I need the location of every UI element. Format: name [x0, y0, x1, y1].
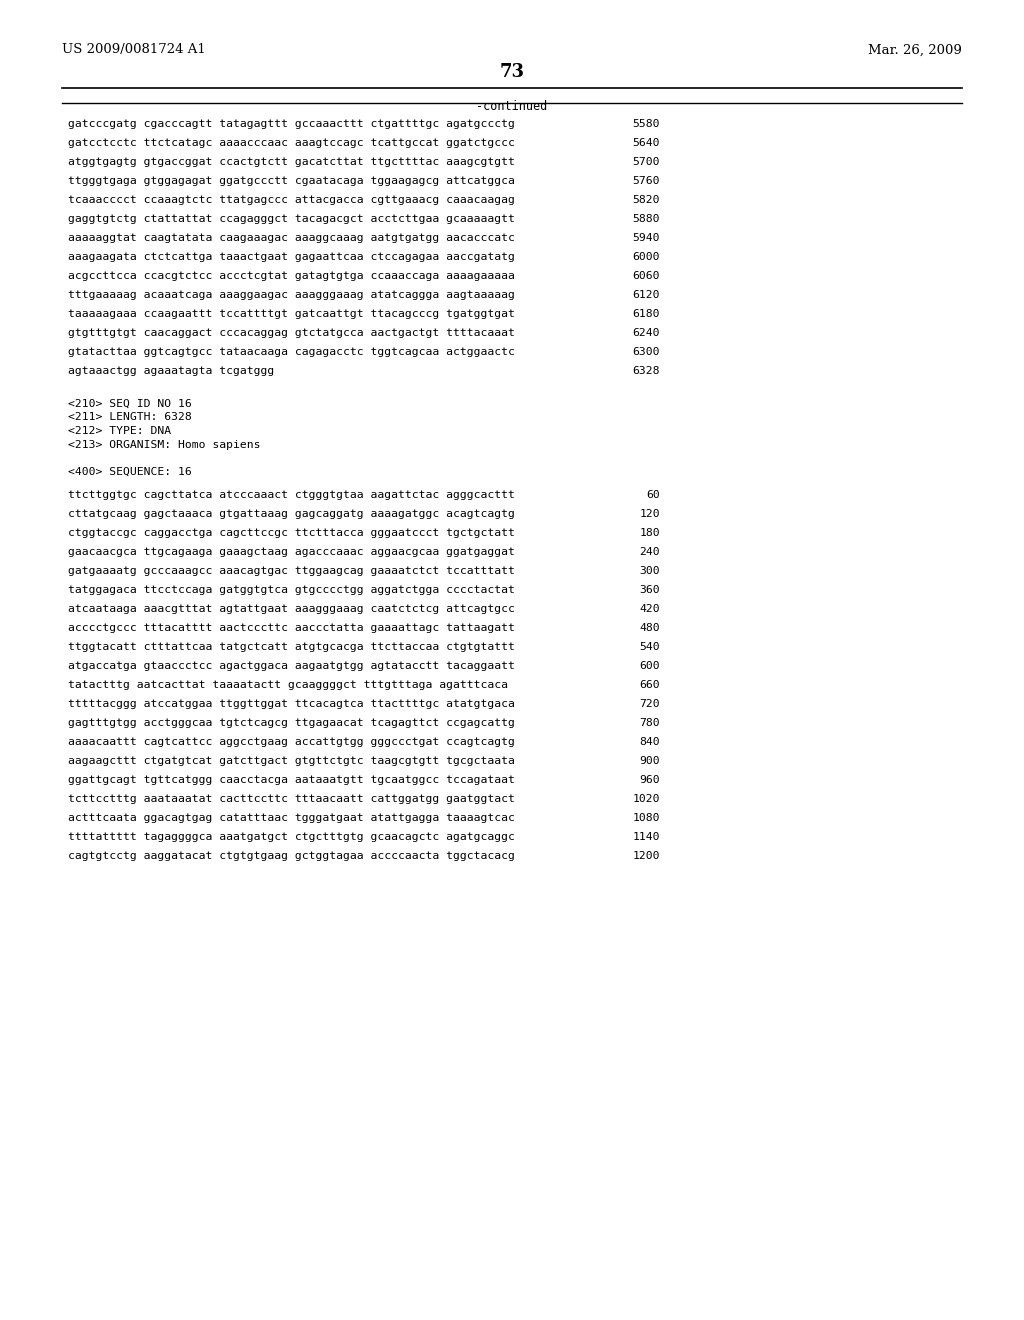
- Text: 780: 780: [639, 718, 660, 729]
- Text: 73: 73: [500, 63, 524, 81]
- Text: tttttacggg atccatggaa ttggttggat ttcacagtca ttacttttgc atatgtgaca: tttttacggg atccatggaa ttggttggat ttcacag…: [68, 700, 515, 709]
- Text: 300: 300: [639, 566, 660, 576]
- Text: 1200: 1200: [633, 851, 660, 861]
- Text: tttgaaaaag acaaatcaga aaaggaagac aaagggaaag atatcaggga aagtaaaaag: tttgaaaaag acaaatcaga aaaggaagac aaaggga…: [68, 290, 515, 300]
- Text: 960: 960: [639, 775, 660, 785]
- Text: 720: 720: [639, 700, 660, 709]
- Text: atgaccatga gtaaccctcc agactggaca aagaatgtgg agtatacctt tacaggaatt: atgaccatga gtaaccctcc agactggaca aagaatg…: [68, 661, 515, 671]
- Text: ggattgcagt tgttcatggg caacctacga aataaatgtt tgcaatggcc tccagataat: ggattgcagt tgttcatggg caacctacga aataaat…: [68, 775, 515, 785]
- Text: tcttcctttg aaataaatat cacttccttc tttaacaatt cattggatgg gaatggtact: tcttcctttg aaataaatat cacttccttc tttaaca…: [68, 795, 515, 804]
- Text: ttcttggtgc cagcttatca atcccaaact ctgggtgtaa aagattctac agggcacttt: ttcttggtgc cagcttatca atcccaaact ctgggtg…: [68, 490, 515, 500]
- Text: 5580: 5580: [633, 119, 660, 129]
- Text: <210> SEQ ID NO 16: <210> SEQ ID NO 16: [68, 399, 191, 409]
- Text: 420: 420: [639, 605, 660, 614]
- Text: US 2009/0081724 A1: US 2009/0081724 A1: [62, 44, 206, 57]
- Text: gtgtttgtgt caacaggact cccacaggag gtctatgcca aactgactgt ttttacaaat: gtgtttgtgt caacaggact cccacaggag gtctatg…: [68, 327, 515, 338]
- Text: agtaaactgg agaaatagta tcgatggg: agtaaactgg agaaatagta tcgatggg: [68, 366, 274, 376]
- Text: gatcctcctc ttctcatagc aaaacccaac aaagtccagc tcattgccat ggatctgccc: gatcctcctc ttctcatagc aaaacccaac aaagtcc…: [68, 139, 515, 148]
- Text: 660: 660: [639, 680, 660, 690]
- Text: atggtgagtg gtgaccggat ccactgtctt gacatcttat ttgcttttac aaagcgtgtt: atggtgagtg gtgaccggat ccactgtctt gacatct…: [68, 157, 515, 168]
- Text: aaagaagata ctctcattga taaactgaat gagaattcaa ctccagagaa aaccgatatg: aaagaagata ctctcattga taaactgaat gagaatt…: [68, 252, 515, 261]
- Text: 5880: 5880: [633, 214, 660, 224]
- Text: ttgggtgaga gtggagagat ggatgccctt cgaatacaga tggaagagcg attcatggca: ttgggtgaga gtggagagat ggatgccctt cgaatac…: [68, 176, 515, 186]
- Text: <212> TYPE: DNA: <212> TYPE: DNA: [68, 426, 171, 436]
- Text: actttcaata ggacagtgag catatttaac tgggatgaat atattgagga taaaagtcac: actttcaata ggacagtgag catatttaac tgggatg…: [68, 813, 515, 822]
- Text: 240: 240: [639, 546, 660, 557]
- Text: 5940: 5940: [633, 234, 660, 243]
- Text: 60: 60: [646, 490, 660, 500]
- Text: 5640: 5640: [633, 139, 660, 148]
- Text: tatggagaca ttcctccaga gatggtgtca gtgcccctgg aggatctgga cccctactat: tatggagaca ttcctccaga gatggtgtca gtgcccc…: [68, 585, 515, 595]
- Text: 6120: 6120: [633, 290, 660, 300]
- Text: 1080: 1080: [633, 813, 660, 822]
- Text: 1140: 1140: [633, 832, 660, 842]
- Text: cagtgtcctg aaggatacat ctgtgtgaag gctggtagaa accccaacta tggctacacg: cagtgtcctg aaggatacat ctgtgtgaag gctggta…: [68, 851, 515, 861]
- Text: 6240: 6240: [633, 327, 660, 338]
- Text: gtatacttaa ggtcagtgcc tataacaaga cagagacctc tggtcagcaa actggaactc: gtatacttaa ggtcagtgcc tataacaaga cagagac…: [68, 347, 515, 356]
- Text: aaaacaattt cagtcattcc aggcctgaag accattgtgg gggccctgat ccagtcagtg: aaaacaattt cagtcattcc aggcctgaag accattg…: [68, 737, 515, 747]
- Text: cttatgcaag gagctaaaca gtgattaaag gagcaggatg aaaagatggc acagtcagtg: cttatgcaag gagctaaaca gtgattaaag gagcagg…: [68, 510, 515, 519]
- Text: ttggtacatt ctttattcaa tatgctcatt atgtgcacga ttcttaccaa ctgtgtattt: ttggtacatt ctttattcaa tatgctcatt atgtgca…: [68, 642, 515, 652]
- Text: gagtttgtgg acctgggcaa tgtctcagcg ttgagaacat tcagagttct ccgagcattg: gagtttgtgg acctgggcaa tgtctcagcg ttgagaa…: [68, 718, 515, 729]
- Text: 5760: 5760: [633, 176, 660, 186]
- Text: gatcccgatg cgacccagtt tatagagttt gccaaacttt ctgattttgc agatgccctg: gatcccgatg cgacccagtt tatagagttt gccaaac…: [68, 119, 515, 129]
- Text: 540: 540: [639, 642, 660, 652]
- Text: 120: 120: [639, 510, 660, 519]
- Text: 6328: 6328: [633, 366, 660, 376]
- Text: 600: 600: [639, 661, 660, 671]
- Text: 900: 900: [639, 756, 660, 766]
- Text: gaggtgtctg ctattattat ccagagggct tacagacgct acctcttgaa gcaaaaagtt: gaggtgtctg ctattattat ccagagggct tacagac…: [68, 214, 515, 224]
- Text: aaaaaggtat caagtatata caagaaagac aaaggcaaag aatgtgatgg aacacccatc: aaaaaggtat caagtatata caagaaagac aaaggca…: [68, 234, 515, 243]
- Text: 360: 360: [639, 585, 660, 595]
- Text: 180: 180: [639, 528, 660, 539]
- Text: -continued: -continued: [476, 100, 548, 114]
- Text: 480: 480: [639, 623, 660, 634]
- Text: tcaaacccct ccaaagtctc ttatgagccc attacgacca cgttgaaacg caaacaagag: tcaaacccct ccaaagtctc ttatgagccc attacga…: [68, 195, 515, 205]
- Text: 840: 840: [639, 737, 660, 747]
- Text: 6180: 6180: [633, 309, 660, 319]
- Text: aagaagcttt ctgatgtcat gatcttgact gtgttctgtc taagcgtgtt tgcgctaata: aagaagcttt ctgatgtcat gatcttgact gtgttct…: [68, 756, 515, 766]
- Text: <213> ORGANISM: Homo sapiens: <213> ORGANISM: Homo sapiens: [68, 440, 260, 450]
- Text: gatgaaaatg gcccaaagcc aaacagtgac ttggaagcag gaaaatctct tccatttatt: gatgaaaatg gcccaaagcc aaacagtgac ttggaag…: [68, 566, 515, 576]
- Text: Mar. 26, 2009: Mar. 26, 2009: [868, 44, 962, 57]
- Text: acccctgccc tttacatttt aactcccttc aaccctatta gaaaattagc tattaagatt: acccctgccc tttacatttt aactcccttc aacccta…: [68, 623, 515, 634]
- Text: ctggtaccgc caggacctga cagcttccgc ttctttacca gggaatccct tgctgctatt: ctggtaccgc caggacctga cagcttccgc ttcttta…: [68, 528, 515, 539]
- Text: taaaaagaaa ccaagaattt tccattttgt gatcaattgt ttacagcccg tgatggtgat: taaaaagaaa ccaagaattt tccattttgt gatcaat…: [68, 309, 515, 319]
- Text: 6060: 6060: [633, 271, 660, 281]
- Text: gaacaacgca ttgcagaaga gaaagctaag agacccaaac aggaacgcaa ggatgaggat: gaacaacgca ttgcagaaga gaaagctaag agaccca…: [68, 546, 515, 557]
- Text: tatactttg aatcacttat taaaatactt gcaaggggct tttgtttaga agatttcaca: tatactttg aatcacttat taaaatactt gcaagggg…: [68, 680, 508, 690]
- Text: 6300: 6300: [633, 347, 660, 356]
- Text: <400> SEQUENCE: 16: <400> SEQUENCE: 16: [68, 466, 191, 477]
- Text: ttttattttt tagaggggca aaatgatgct ctgctttgtg gcaacagctc agatgcaggc: ttttattttt tagaggggca aaatgatgct ctgcttt…: [68, 832, 515, 842]
- Text: atcaataaga aaacgtttat agtattgaat aaagggaaag caatctctcg attcagtgcc: atcaataaga aaacgtttat agtattgaat aaaggga…: [68, 605, 515, 614]
- Text: 1020: 1020: [633, 795, 660, 804]
- Text: 5700: 5700: [633, 157, 660, 168]
- Text: 6000: 6000: [633, 252, 660, 261]
- Text: acgccttcca ccacgtctcc accctcgtat gatagtgtga ccaaaccaga aaaagaaaaa: acgccttcca ccacgtctcc accctcgtat gatagtg…: [68, 271, 515, 281]
- Text: <211> LENGTH: 6328: <211> LENGTH: 6328: [68, 412, 191, 422]
- Text: 5820: 5820: [633, 195, 660, 205]
